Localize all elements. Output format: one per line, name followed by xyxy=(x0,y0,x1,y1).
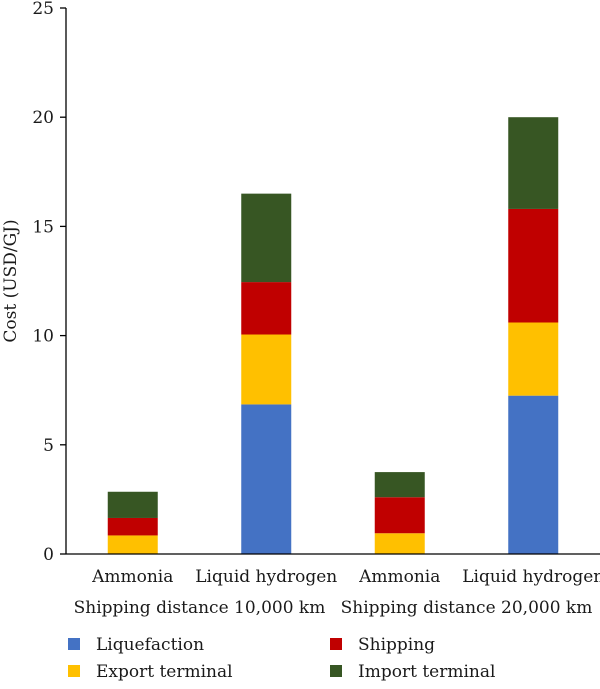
bar-segment-import-terminal xyxy=(374,472,425,498)
bar-segment-import-terminal xyxy=(107,491,158,518)
legend-label: Import terminal xyxy=(358,662,495,682)
group-label: Shipping distance 10,000 km xyxy=(74,598,326,618)
y-tick-label: 20 xyxy=(32,108,54,128)
legend: Liquefaction Shipping Export terminal Impor… xyxy=(68,635,495,682)
bar-segment-export-terminal xyxy=(508,322,559,396)
bar-segment-export-terminal xyxy=(241,334,292,405)
bar-segment-export-terminal xyxy=(107,535,158,554)
legend-swatch xyxy=(330,665,342,677)
bar-segment-import-terminal xyxy=(241,193,292,283)
legend-swatch xyxy=(68,665,80,677)
y-tick-label: 25 xyxy=(32,0,54,19)
category-label: Ammonia xyxy=(358,567,440,587)
legend-label: Shipping xyxy=(358,635,435,655)
y-axis: 0 5 10 15 20 25 xyxy=(32,0,67,565)
bar-segment-shipping xyxy=(374,497,425,534)
y-tick-label: 5 xyxy=(43,436,54,456)
bar-segment-shipping xyxy=(107,517,158,536)
bar-segment-liquefaction xyxy=(241,404,292,554)
bar-segment-import-terminal xyxy=(508,117,559,209)
bar-segment-shipping xyxy=(508,208,559,323)
category-label: Ammonia xyxy=(91,567,173,587)
x-axis-labels: Ammonia Liquid hydrogen Ammonia Liquid hydr… xyxy=(74,567,600,618)
bar-segment-shipping xyxy=(241,282,292,335)
category-label: Liquid hydrogen xyxy=(195,567,337,587)
bar-segment-export-terminal xyxy=(374,533,425,554)
y-tick-label: 15 xyxy=(32,217,54,237)
y-tick-label: 10 xyxy=(32,327,54,347)
legend-label: Export terminal xyxy=(96,662,233,682)
group-label: Shipping distance 20,000 km xyxy=(341,598,593,618)
y-tick-label: 0 xyxy=(43,545,54,565)
y-axis-title: Cost (USD/GJ) xyxy=(1,219,21,342)
bars xyxy=(66,117,600,555)
legend-label: Liquefaction xyxy=(96,635,204,655)
legend-swatch xyxy=(68,638,80,650)
category-label: Liquid hydrogen xyxy=(462,567,600,587)
legend-swatch xyxy=(330,638,342,650)
bar-segment-liquefaction xyxy=(508,395,559,554)
